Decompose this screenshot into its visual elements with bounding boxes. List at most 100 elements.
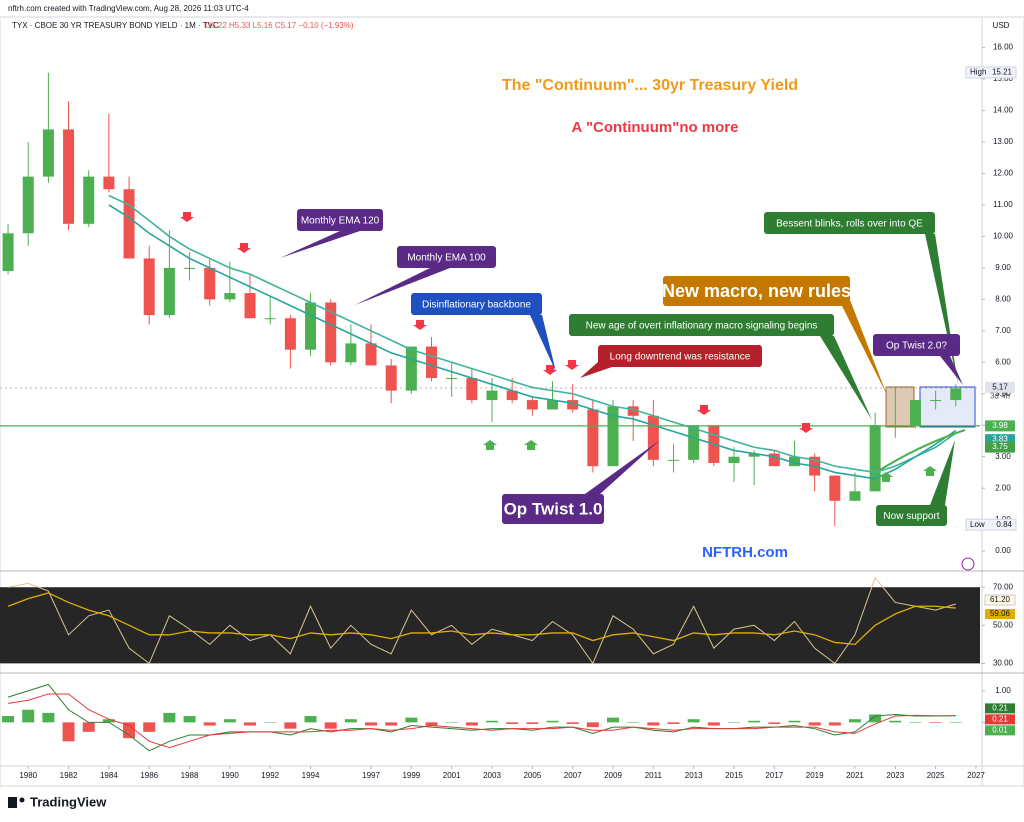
price-tag: [985, 420, 1015, 432]
histogram-bar: [123, 722, 136, 739]
x-tick-label: 2025: [927, 771, 945, 780]
candle-body: [224, 293, 236, 300]
price-tag: [985, 714, 1015, 725]
x-tick-label: 2027: [967, 771, 985, 780]
down-arrow: [180, 212, 194, 222]
candle-body: [547, 400, 559, 410]
candle-body: [385, 365, 397, 391]
callout-box: [569, 314, 834, 336]
histogram-bar: [223, 719, 236, 723]
histogram-bar: [949, 722, 962, 723]
candle-body: [567, 400, 579, 410]
y-tick-label: 10.00: [993, 232, 1014, 241]
histogram-bar: [707, 722, 720, 726]
extreme-tag: [965, 66, 1017, 79]
callout-pointer: [930, 440, 955, 505]
x-tick-label: 2019: [806, 771, 824, 780]
series-line: [7, 576, 956, 665]
annotation: A "Continuum"no more: [572, 119, 739, 136]
annotation: Op Twist 1.0: [504, 499, 603, 518]
price-tag-label: 3.98: [992, 421, 1008, 430]
x-tick-label: 2017: [765, 771, 783, 780]
y-tick-label: 7.00: [995, 326, 1011, 335]
x-tick-label: 2023: [886, 771, 904, 780]
price-tag-label: 0.01: [992, 725, 1008, 734]
annotation: NFTRH.com: [702, 544, 788, 561]
histogram-bar: [183, 716, 196, 723]
callout-box: [397, 246, 496, 268]
histogram-bar: [667, 722, 680, 724]
histogram-bar: [102, 719, 115, 723]
histogram-bar: [405, 717, 418, 723]
candle-body: [325, 302, 337, 363]
y-tick-label: 8.00: [995, 294, 1011, 303]
x-tick-label: 1999: [402, 771, 420, 780]
highlight-box: [919, 386, 976, 428]
candle-body: [930, 400, 942, 402]
candle-body: [667, 459, 679, 461]
histogram-bar: [62, 722, 75, 742]
callout-pointer: [842, 300, 887, 395]
histogram-bar: [869, 714, 882, 723]
histogram-bar: [647, 722, 660, 726]
brand-name: TradingView: [30, 794, 107, 809]
histogram-bar: [143, 722, 156, 732]
candle-body: [688, 425, 700, 460]
histogram-bar: [687, 719, 700, 723]
y-tick-label: 1.00: [995, 686, 1011, 695]
y-tick-label: 50.00: [993, 620, 1014, 629]
histogram-bar: [2, 716, 15, 723]
annotation: New age of overt inflationary macro sign…: [586, 321, 818, 332]
callout-box: [876, 505, 947, 526]
y-tick-label: 30.00: [993, 658, 1014, 667]
x-tick-label: 2011: [645, 771, 663, 780]
annotation: Monthly EMA 120: [301, 216, 380, 227]
candle-body: [728, 456, 740, 463]
y-tick-label: 70.00: [993, 582, 1014, 591]
histogram-bar: [546, 720, 559, 723]
x-tick-label: 2003: [483, 771, 501, 780]
currency: USD: [993, 21, 1010, 30]
candle-body: [365, 343, 377, 366]
x-tick-label: 1994: [302, 771, 320, 780]
candle-body: [788, 456, 800, 467]
annotation: The "Continuum"... 30yr Treasury Yield: [502, 77, 798, 94]
down-arrow: [565, 360, 579, 370]
histogram-bar: [203, 722, 216, 726]
up-arrow: [879, 472, 893, 482]
extreme-tag: [965, 518, 1017, 531]
histogram-bar: [22, 709, 35, 723]
histogram-bar: [748, 720, 761, 723]
logo-mark: [19, 797, 25, 803]
extreme-tag-value: 15.21: [992, 68, 1013, 77]
x-tick-label: 1990: [221, 771, 239, 780]
candle-body: [244, 293, 256, 319]
histogram-bar: [526, 722, 539, 724]
x-tick-label: 1980: [19, 771, 37, 780]
candle-body: [143, 258, 155, 316]
price-tag-label: 3.75: [992, 442, 1008, 451]
histogram-bar: [808, 722, 821, 726]
candle-body: [627, 406, 639, 416]
candle-body: [123, 189, 135, 259]
series-line: [7, 592, 956, 646]
candle-body: [305, 302, 317, 350]
price-tag: [984, 594, 1016, 606]
y-tick-label: 3.00: [995, 452, 1011, 461]
histogram-bar: [244, 722, 257, 726]
candle-body: [607, 406, 619, 467]
histogram-bar: [82, 722, 95, 732]
callout-pointer: [585, 440, 660, 494]
histogram-bar: [163, 712, 176, 723]
candle-body: [63, 129, 75, 224]
x-tick-label: 1988: [181, 771, 199, 780]
callout-box: [502, 494, 604, 524]
annotation: New macro, new rules: [662, 281, 851, 301]
candle-body: [587, 409, 599, 467]
extreme-tag-label: Low: [970, 520, 985, 529]
candle-body: [426, 346, 438, 379]
x-tick-label: 2005: [523, 771, 541, 780]
series-line: [108, 194, 957, 474]
annotation: Monthly EMA 100: [407, 253, 486, 264]
